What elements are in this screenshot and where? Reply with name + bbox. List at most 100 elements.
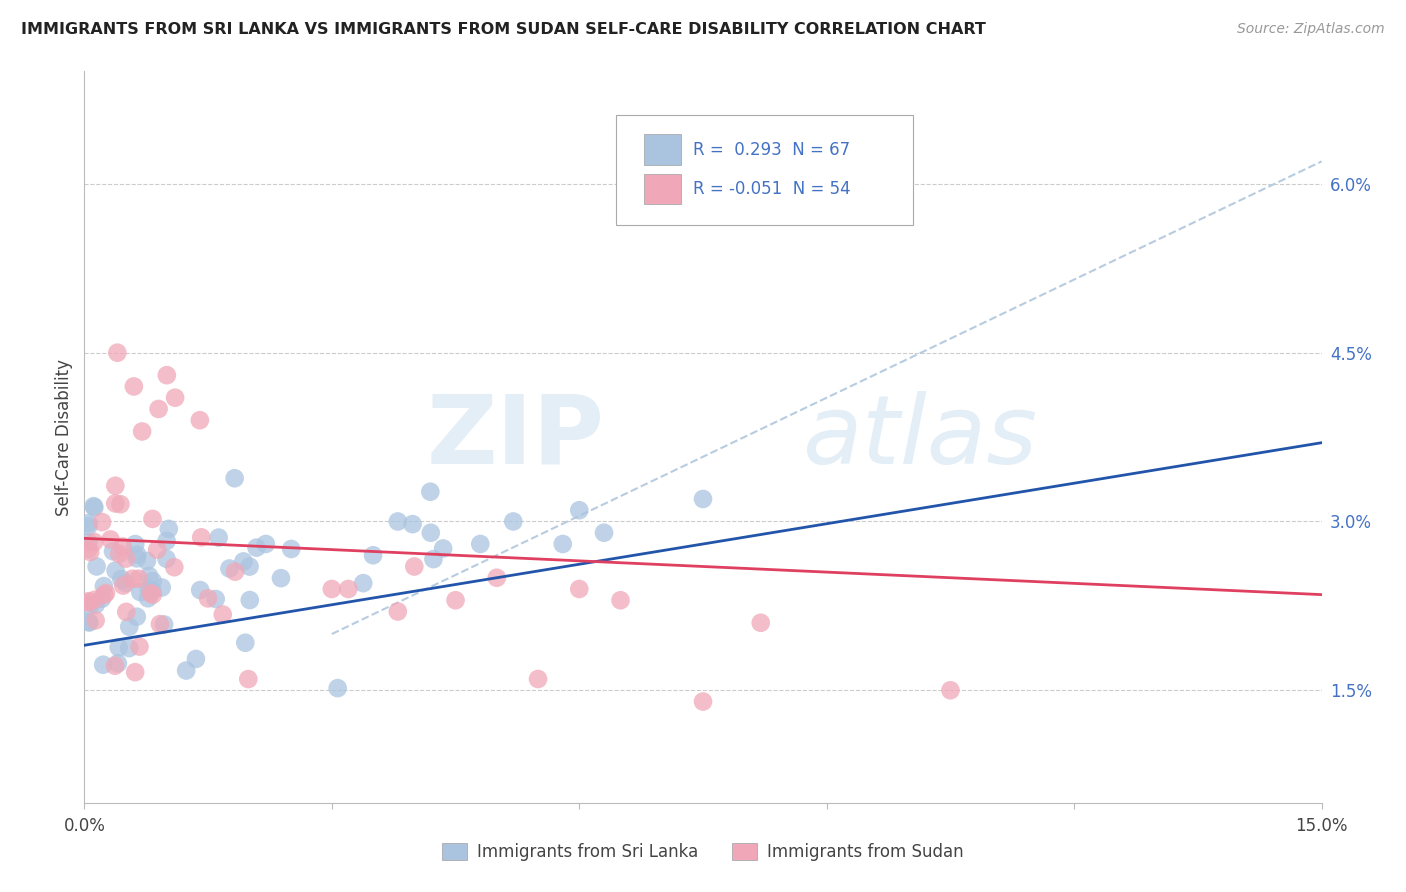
Point [138, 582, 160, 597]
Point [692, 491, 714, 506]
Point [419, 525, 441, 540]
Point [77, 516, 100, 531]
Point [190, 530, 212, 544]
Text: Source: ZipAtlas.com: Source: ZipAtlas.com [1237, 22, 1385, 37]
Point [131, 425, 153, 439]
Point [502, 515, 524, 529]
Point [211, 607, 233, 622]
Point [77, 519, 100, 533]
Point [146, 542, 169, 557]
Point [593, 525, 616, 540]
Point [104, 564, 127, 578]
Point [939, 683, 962, 698]
Point [568, 503, 591, 517]
Text: atlas: atlas [801, 391, 1038, 483]
Point [138, 569, 160, 583]
Point [115, 605, 138, 619]
Point [104, 658, 127, 673]
Text: ZIP: ZIP [426, 391, 605, 483]
Point [218, 561, 240, 575]
Point [527, 672, 550, 686]
Point [401, 517, 423, 532]
Point [270, 571, 292, 585]
Point [361, 548, 384, 562]
Point [104, 479, 127, 493]
Point [127, 548, 149, 562]
Point [224, 471, 246, 485]
Point [115, 576, 138, 591]
Point [208, 531, 231, 545]
Point [90, 591, 112, 606]
Text: IMMIGRANTS FROM SRI LANKA VS IMMIGRANTS FROM SUDAN SELF-CARE DISABILITY CORRELAT: IMMIGRANTS FROM SRI LANKA VS IMMIGRANTS … [21, 22, 986, 37]
Point [419, 484, 441, 499]
Point [150, 581, 173, 595]
Point [125, 609, 148, 624]
Point [749, 615, 772, 630]
Point [83, 535, 105, 549]
Point [155, 533, 177, 548]
Point [101, 544, 124, 558]
Point [104, 496, 127, 510]
Point [280, 541, 302, 556]
Point [422, 552, 444, 566]
Point [156, 368, 179, 383]
Point [141, 583, 163, 598]
Point [232, 554, 254, 568]
Point [94, 586, 117, 600]
Point [91, 515, 114, 529]
Point [93, 588, 115, 602]
Point [115, 551, 138, 566]
Point [188, 583, 211, 598]
Point [238, 672, 260, 686]
Point [233, 636, 256, 650]
Point [107, 657, 129, 671]
Point [122, 379, 145, 393]
Point [148, 401, 170, 416]
Point [118, 620, 141, 634]
Point [83, 499, 105, 513]
Point [118, 641, 141, 656]
Point [77, 595, 100, 609]
Point [551, 537, 574, 551]
Point [153, 617, 176, 632]
Text: R = -0.051  N = 54: R = -0.051 N = 54 [693, 180, 851, 198]
Point [188, 413, 211, 427]
Point [163, 560, 186, 574]
Point [128, 640, 150, 654]
Point [124, 665, 146, 680]
Point [155, 551, 177, 566]
Point [224, 565, 246, 579]
Point [86, 559, 108, 574]
Point [110, 572, 132, 586]
Point [568, 582, 591, 596]
Point [352, 576, 374, 591]
Point [112, 578, 135, 592]
Point [239, 559, 262, 574]
Point [84, 598, 107, 612]
Point [204, 592, 226, 607]
Point [432, 541, 454, 556]
FancyBboxPatch shape [644, 135, 681, 165]
Legend: Immigrants from Sri Lanka, Immigrants from Sudan: Immigrants from Sri Lanka, Immigrants fr… [436, 836, 970, 868]
Point [444, 593, 467, 607]
Point [326, 681, 349, 695]
Point [404, 559, 426, 574]
Point [77, 615, 100, 629]
Point [387, 605, 409, 619]
Point [83, 500, 105, 515]
Point [77, 542, 100, 557]
Point [321, 582, 343, 596]
Point [121, 572, 143, 586]
FancyBboxPatch shape [644, 174, 681, 204]
Point [77, 594, 100, 608]
Point [245, 541, 267, 555]
Point [142, 588, 165, 602]
Y-axis label: Self-Care Disability: Self-Care Disability [55, 359, 73, 516]
Point [125, 551, 148, 566]
Point [609, 593, 631, 607]
Point [337, 582, 360, 596]
Point [110, 497, 132, 511]
Point [139, 586, 162, 600]
Point [77, 535, 100, 549]
Point [692, 694, 714, 708]
